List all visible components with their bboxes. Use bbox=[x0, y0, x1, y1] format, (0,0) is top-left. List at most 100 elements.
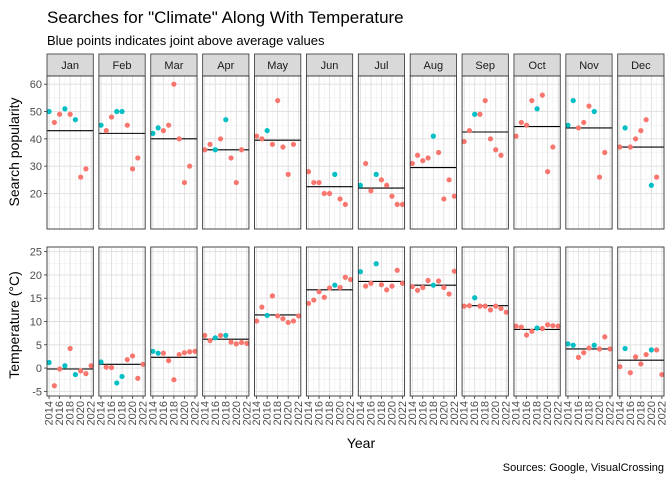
data-point bbox=[596, 346, 603, 352]
data-point bbox=[238, 147, 245, 153]
panel-border bbox=[513, 75, 561, 230]
data-point bbox=[394, 267, 400, 273]
data-point bbox=[513, 133, 519, 139]
data-point bbox=[290, 141, 297, 147]
x-tick-label: 2020 bbox=[490, 401, 502, 425]
data-point bbox=[545, 322, 551, 328]
x-tick-label: 2018 bbox=[324, 401, 336, 425]
data-point bbox=[446, 177, 452, 183]
data-point bbox=[290, 318, 297, 324]
data-point bbox=[632, 136, 639, 142]
facet-feb-search: Feb bbox=[98, 53, 146, 230]
facet-strip-label: Sep bbox=[475, 60, 495, 72]
data-point bbox=[575, 354, 582, 360]
data-point bbox=[259, 304, 265, 310]
data-point bbox=[503, 309, 509, 315]
joint-above-point bbox=[357, 182, 364, 188]
y-tick-label: -5 bbox=[32, 386, 42, 398]
data-point bbox=[51, 383, 57, 389]
data-point bbox=[627, 144, 633, 150]
data-point bbox=[176, 351, 182, 358]
data-point bbox=[337, 196, 343, 202]
data-point bbox=[233, 179, 239, 186]
data-point bbox=[187, 163, 193, 169]
data-point bbox=[171, 81, 177, 87]
data-point bbox=[316, 289, 322, 295]
x-tick-label: 2020 bbox=[179, 401, 191, 425]
data-point bbox=[129, 166, 136, 172]
data-point bbox=[207, 337, 213, 344]
data-point bbox=[539, 92, 545, 98]
data-point bbox=[420, 284, 426, 291]
data-point bbox=[135, 375, 141, 381]
facet-nov-search: Nov bbox=[565, 53, 613, 230]
data-point bbox=[493, 303, 499, 309]
data-point bbox=[518, 324, 524, 330]
data-point bbox=[217, 136, 224, 142]
data-point bbox=[575, 125, 582, 131]
x-tick-label: 2020 bbox=[646, 401, 658, 425]
data-point bbox=[409, 283, 415, 290]
data-point bbox=[498, 152, 504, 158]
joint-above-point bbox=[72, 371, 79, 378]
data-point bbox=[632, 354, 639, 360]
x-tick-label: 2016 bbox=[573, 401, 585, 425]
joint-above-point bbox=[430, 282, 436, 288]
data-point bbox=[78, 368, 84, 374]
panel-border bbox=[98, 75, 146, 230]
joint-above-point bbox=[264, 312, 270, 319]
data-point bbox=[617, 144, 623, 150]
y-tick-label: 25 bbox=[30, 247, 42, 259]
data-point bbox=[166, 358, 172, 364]
joint-above-point bbox=[565, 122, 571, 128]
x-tick-label: 2020 bbox=[75, 401, 87, 425]
x-tick-label: 2018 bbox=[583, 401, 595, 425]
x-tick-label: 2014 bbox=[199, 401, 211, 425]
facet-sep-search: Sep bbox=[461, 53, 509, 230]
joint-above-point bbox=[534, 325, 540, 331]
data-point bbox=[192, 348, 198, 354]
x-axis-title: Year bbox=[347, 435, 376, 451]
data-point bbox=[545, 169, 551, 175]
facet-strip-label: Mar bbox=[164, 60, 183, 72]
x-tick-label: 2022 bbox=[656, 401, 668, 425]
data-point bbox=[51, 119, 57, 126]
data-point bbox=[124, 122, 130, 128]
data-point bbox=[78, 174, 84, 180]
data-point bbox=[466, 128, 473, 134]
x-tick-label: 2016 bbox=[210, 401, 222, 425]
joint-above-point bbox=[332, 171, 338, 177]
joint-above-point bbox=[119, 373, 125, 380]
data-point bbox=[482, 97, 488, 104]
facet-strip-label: Aug bbox=[424, 60, 444, 72]
chart-title: Searches for "Climate" Along With Temper… bbox=[47, 8, 404, 27]
joint-above-point bbox=[648, 182, 654, 188]
panel-border bbox=[150, 75, 198, 230]
x-tick-label: 2020 bbox=[594, 401, 606, 425]
x-tick-label: 2018 bbox=[65, 401, 77, 425]
joint-above-point bbox=[223, 117, 229, 123]
data-point bbox=[384, 287, 390, 293]
data-point bbox=[399, 201, 406, 208]
x-tick-label: 2020 bbox=[127, 401, 139, 425]
facet-mar-search: Mar bbox=[150, 53, 198, 230]
data-point bbox=[363, 283, 369, 289]
joint-above-point bbox=[430, 133, 436, 139]
x-tick-label: 2020 bbox=[283, 401, 295, 425]
joint-above-point bbox=[591, 108, 597, 115]
x-tick-label: 2020 bbox=[438, 401, 450, 425]
joint-above-point bbox=[114, 380, 120, 386]
data-point bbox=[181, 179, 188, 186]
data-point bbox=[342, 274, 348, 280]
data-point bbox=[254, 318, 260, 324]
data-point bbox=[305, 169, 312, 175]
facet-strip-label: Oct bbox=[529, 60, 546, 72]
x-tick-label: 2016 bbox=[262, 401, 274, 425]
joint-above-point bbox=[648, 347, 654, 353]
data-point bbox=[602, 334, 608, 340]
